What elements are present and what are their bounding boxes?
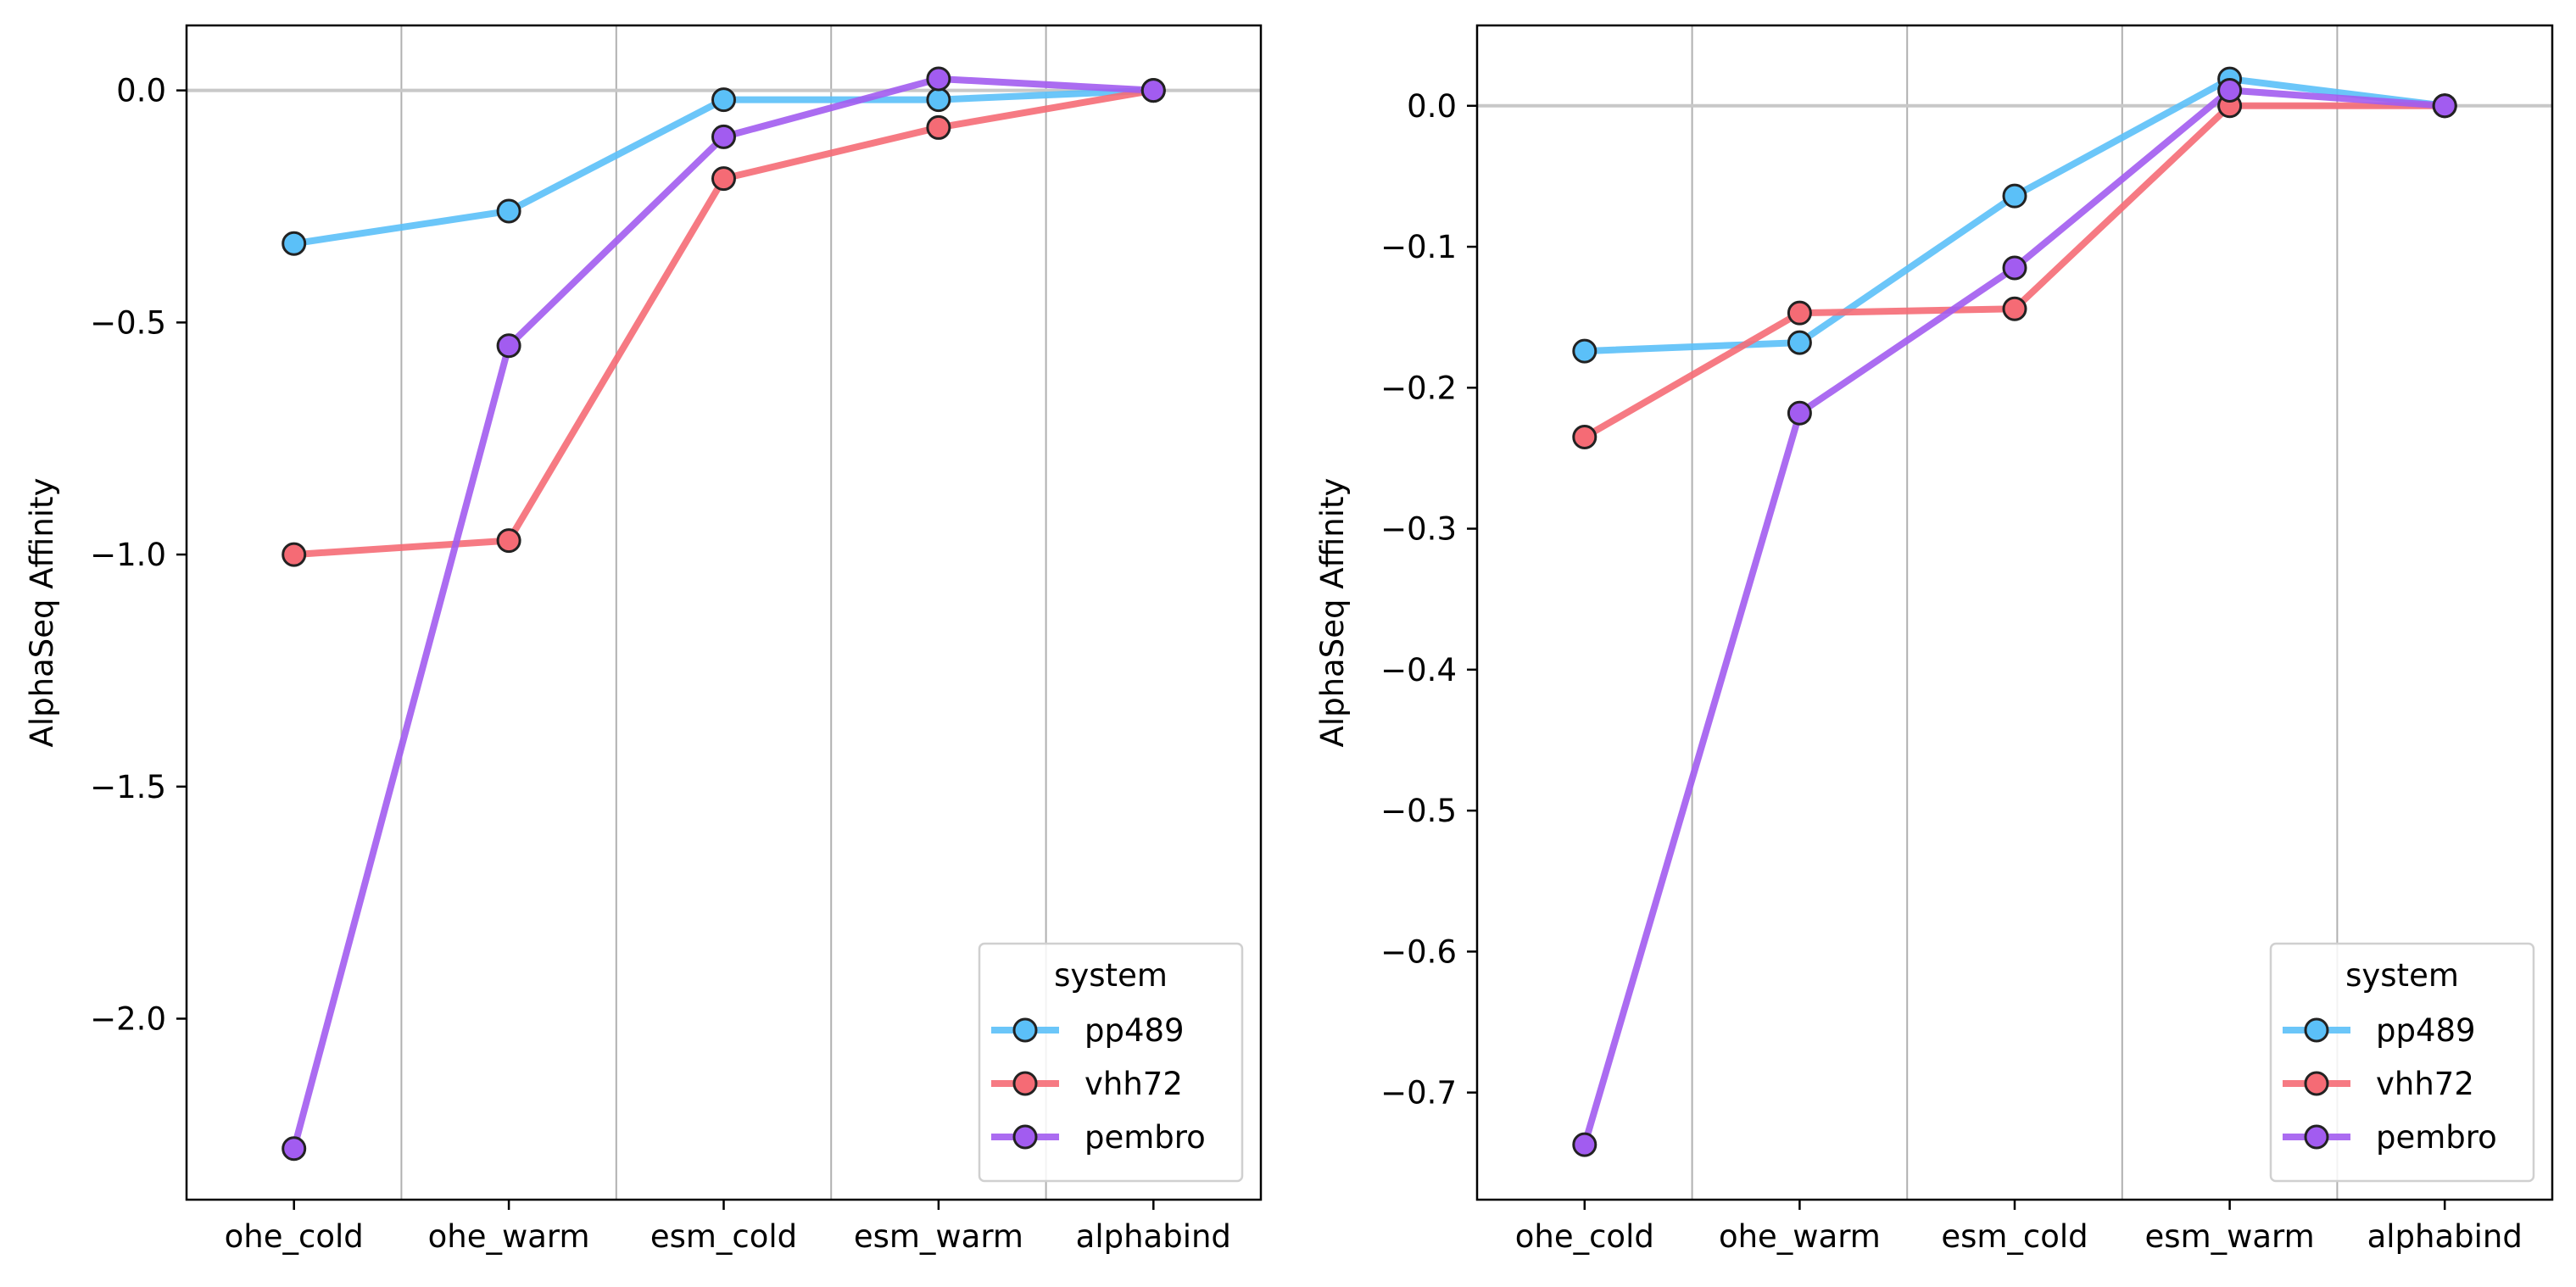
legend-swatch-marker (1012, 1017, 1038, 1043)
legend-title: system (1054, 957, 1168, 994)
y-axis-label: AlphaSeq Affinity (1314, 478, 1351, 748)
y-tick-label: −0.3 (1380, 511, 1457, 548)
data-point-pembro (2217, 77, 2243, 103)
legend-swatch-marker (1012, 1124, 1038, 1150)
x-tick-label: ohe_cold (225, 1218, 364, 1255)
data-point-pembro (1572, 1132, 1597, 1157)
legend-box (978, 942, 1244, 1183)
x-tick-label: esm_warm (854, 1218, 1023, 1255)
legend-title: system (2345, 957, 2459, 994)
chart-panel-2: ohe_cold ohe_warm esm_cold esm_warm alphabin… (1314, 24, 2554, 1255)
chart-panel-1: ohe_cold ohe_warm esm_cold esm_warm alphabin… (24, 24, 1263, 1255)
x-tick-label: esm_cold (1941, 1218, 2088, 1255)
y-tick-label: 0.0 (1407, 88, 1457, 125)
x-tick-label: ohe_warm (428, 1218, 590, 1255)
legend-entry-label: pembro (2376, 1119, 2497, 1156)
legend-entry-label: pp489 (1084, 1012, 1185, 1049)
data-point-pp489 (1572, 338, 1597, 364)
legend-swatch-marker (2304, 1124, 2329, 1150)
data-point-pp489 (1787, 330, 1812, 355)
data-point-pembro (496, 333, 521, 359)
data-point-pp489 (711, 87, 736, 113)
y-tick-label: −0.5 (1380, 793, 1457, 829)
data-point-vhh72 (1787, 300, 1812, 326)
data-point-vhh72 (926, 114, 951, 140)
data-point-pp489 (926, 87, 951, 113)
legend-swatch-marker (1012, 1071, 1038, 1096)
data-point-pembro (926, 66, 951, 92)
legend-swatch-marker (2304, 1017, 2329, 1043)
data-point-pembro (711, 124, 736, 149)
y-tick-label: −0.2 (1380, 370, 1457, 406)
data-point-vhh72 (711, 166, 736, 192)
legend-entry-label: pp489 (2376, 1012, 2476, 1049)
legend-entry-label: vhh72 (1084, 1066, 1183, 1102)
x-tick-label: ohe_cold (1515, 1218, 1654, 1255)
y-tick-label: −0.4 (1380, 652, 1457, 688)
data-point-pembro (1787, 400, 1812, 426)
data-point-pembro (1140, 78, 1166, 103)
y-tick-label: −1.5 (90, 769, 166, 805)
data-point-pembro (282, 1136, 307, 1162)
y-tick-label: −0.5 (90, 304, 166, 341)
data-point-vhh72 (1572, 424, 1597, 449)
legend-swatch-marker (2304, 1071, 2329, 1096)
y-tick-label: −1.0 (90, 537, 166, 573)
x-tick-label: esm_warm (2145, 1218, 2315, 1255)
legend: system pp489 vhh72 pembro (978, 942, 1244, 1183)
y-tick-label: −0.1 (1380, 229, 1457, 265)
data-point-pembro (2002, 255, 2027, 281)
data-point-vhh72 (2002, 296, 2027, 321)
data-point-vhh72 (282, 542, 307, 567)
legend-entry-label: pembro (1084, 1119, 1206, 1156)
data-point-pp489 (2002, 183, 2027, 209)
data-point-pp489 (496, 198, 521, 224)
x-tick-label: alphabind (1076, 1218, 1231, 1255)
data-point-vhh72 (496, 528, 521, 554)
x-tick-label: ohe_warm (1719, 1218, 1881, 1255)
y-tick-label: −0.7 (1380, 1075, 1457, 1112)
y-tick-label: −0.6 (1380, 933, 1457, 970)
y-tick-label: 0.0 (116, 73, 166, 109)
legend-box (2269, 942, 2535, 1183)
y-tick-label: −2.0 (90, 1001, 166, 1038)
legend-entry-label: vhh72 (2376, 1066, 2474, 1102)
series-line-vhh72 (293, 86, 1154, 559)
data-point-pembro (2432, 93, 2457, 119)
data-point-pp489 (282, 231, 307, 256)
x-tick-label: esm_cold (650, 1218, 797, 1255)
y-axis-label: AlphaSeq Affinity (24, 478, 60, 748)
legend: system pp489 vhh72 pembro (2269, 942, 2535, 1183)
x-tick-label: alphabind (2367, 1218, 2523, 1255)
